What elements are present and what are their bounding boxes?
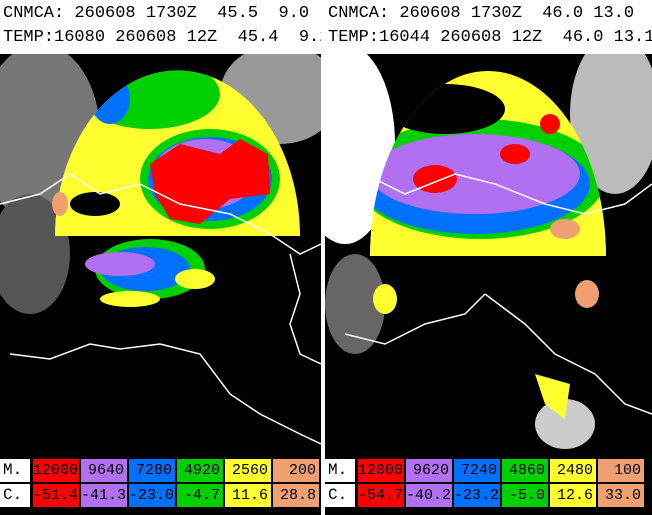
satellite-map (0, 54, 321, 445)
legend-label: C. (325, 484, 355, 507)
legend-cell: 4860 (502, 459, 548, 482)
legend-cell: 33.0 (598, 484, 644, 507)
legend-cell: 11.6 (225, 484, 271, 507)
legend-label: C. (0, 484, 30, 507)
legend-cell: -41.3 (81, 484, 127, 507)
legend-row: M. 12000 9620 7240 4860 2480 100 (325, 459, 646, 482)
legend-cell: -23.2 (454, 484, 500, 507)
header-line: TEMP:16080 260608 12Z 45.4 9.2 (3, 28, 321, 47)
legend-row: M. 12000 9640 7280 4920 2560 200 (0, 459, 321, 482)
legend-cell: -5.0 (502, 484, 548, 507)
header-line: CNMCA: 260608 1730Z 45.5 9.0 (3, 4, 310, 23)
legend-cell: -51.4 (33, 484, 79, 507)
legend-cell: 7240 (454, 459, 500, 482)
header: CNMCA: 260608 1730Z 45.5 9.0 TEMP:16080 2… (0, 0, 321, 54)
legend-cell: 12000 (33, 459, 79, 482)
legend-cell: 28.8 (273, 484, 319, 507)
legend: M. 12000 9640 7280 4920 2560 200 C. -51.4 -41.3 -2… (0, 459, 321, 509)
legend-row: C. -51.4 -41.3 -23.0 -4.7 11.6 28.8 (0, 484, 321, 507)
legend-cell: -4.7 (177, 484, 223, 507)
legend-cell: 4920 (177, 459, 223, 482)
legend-cell: 9620 (406, 459, 452, 482)
legend-cell: 7280 (129, 459, 175, 482)
panel: CNMCA: 260608 1730Z 45.5 9.0 TEMP:16080 2… (0, 0, 321, 515)
legend-cell: 12.6 (550, 484, 596, 507)
legend-cell: 12000 (358, 459, 404, 482)
header-line: TEMP:16044 260608 12Z 46.0 13.1 (328, 28, 652, 47)
legend-cell: 200 (273, 459, 319, 482)
legend-label: M. (0, 459, 30, 482)
satellite-map (325, 54, 652, 449)
panel: CNMCA: 260608 1730Z 46.0 13.0 TEMP:16044 … (325, 0, 652, 515)
legend-cell: -23.0 (129, 484, 175, 507)
legend: M. 12000 9620 7240 4860 2480 100 C. -54.7 -40.2 -2… (325, 459, 646, 509)
legend-cell: -54.7 (358, 484, 404, 507)
legend-cell: -40.2 (406, 484, 452, 507)
legend-cell: 2480 (550, 459, 596, 482)
header-line: CNMCA: 260608 1730Z 46.0 13.0 (328, 4, 635, 23)
legend-cell: 9640 (81, 459, 127, 482)
legend-label: M. (325, 459, 355, 482)
legend-cell: 2560 (225, 459, 271, 482)
legend-row: C. -54.7 -40.2 -23.2 -5.0 12.6 33.0 (325, 484, 646, 507)
legend-cell: 100 (598, 459, 644, 482)
header: CNMCA: 260608 1730Z 46.0 13.0 TEMP:16044 … (325, 0, 652, 54)
